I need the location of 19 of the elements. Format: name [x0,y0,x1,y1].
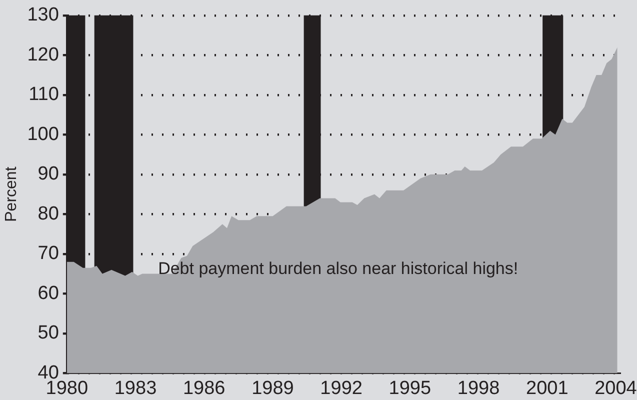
x-tick-label: 1983 [114,378,157,399]
x-tick-label: 1989 [252,378,294,399]
x-tick-label: 1992 [320,378,362,399]
y-tick-label: 50 [38,322,59,344]
y-tick-label: 100 [27,124,59,145]
x-tick-label: 2004 [594,378,637,399]
y-tick-label: 90 [38,164,59,185]
annotation: Debt payment burden also near historical highs! [158,259,518,278]
x-tick-label: 1998 [457,378,500,399]
x-tick-label: 1995 [388,378,432,399]
y-tick-label: 70 [38,243,59,264]
x-tick-label: 2001 [526,378,568,399]
y-tick-label: 130 [27,4,59,26]
y-tick-label: 120 [27,44,59,66]
y-tick-label: 80 [38,203,59,224]
y-axis-title: Percent [3,166,20,222]
x-tick-label: 1986 [182,378,226,399]
y-tick-label: 110 [28,84,59,106]
y-tick-label: 60 [38,282,59,304]
